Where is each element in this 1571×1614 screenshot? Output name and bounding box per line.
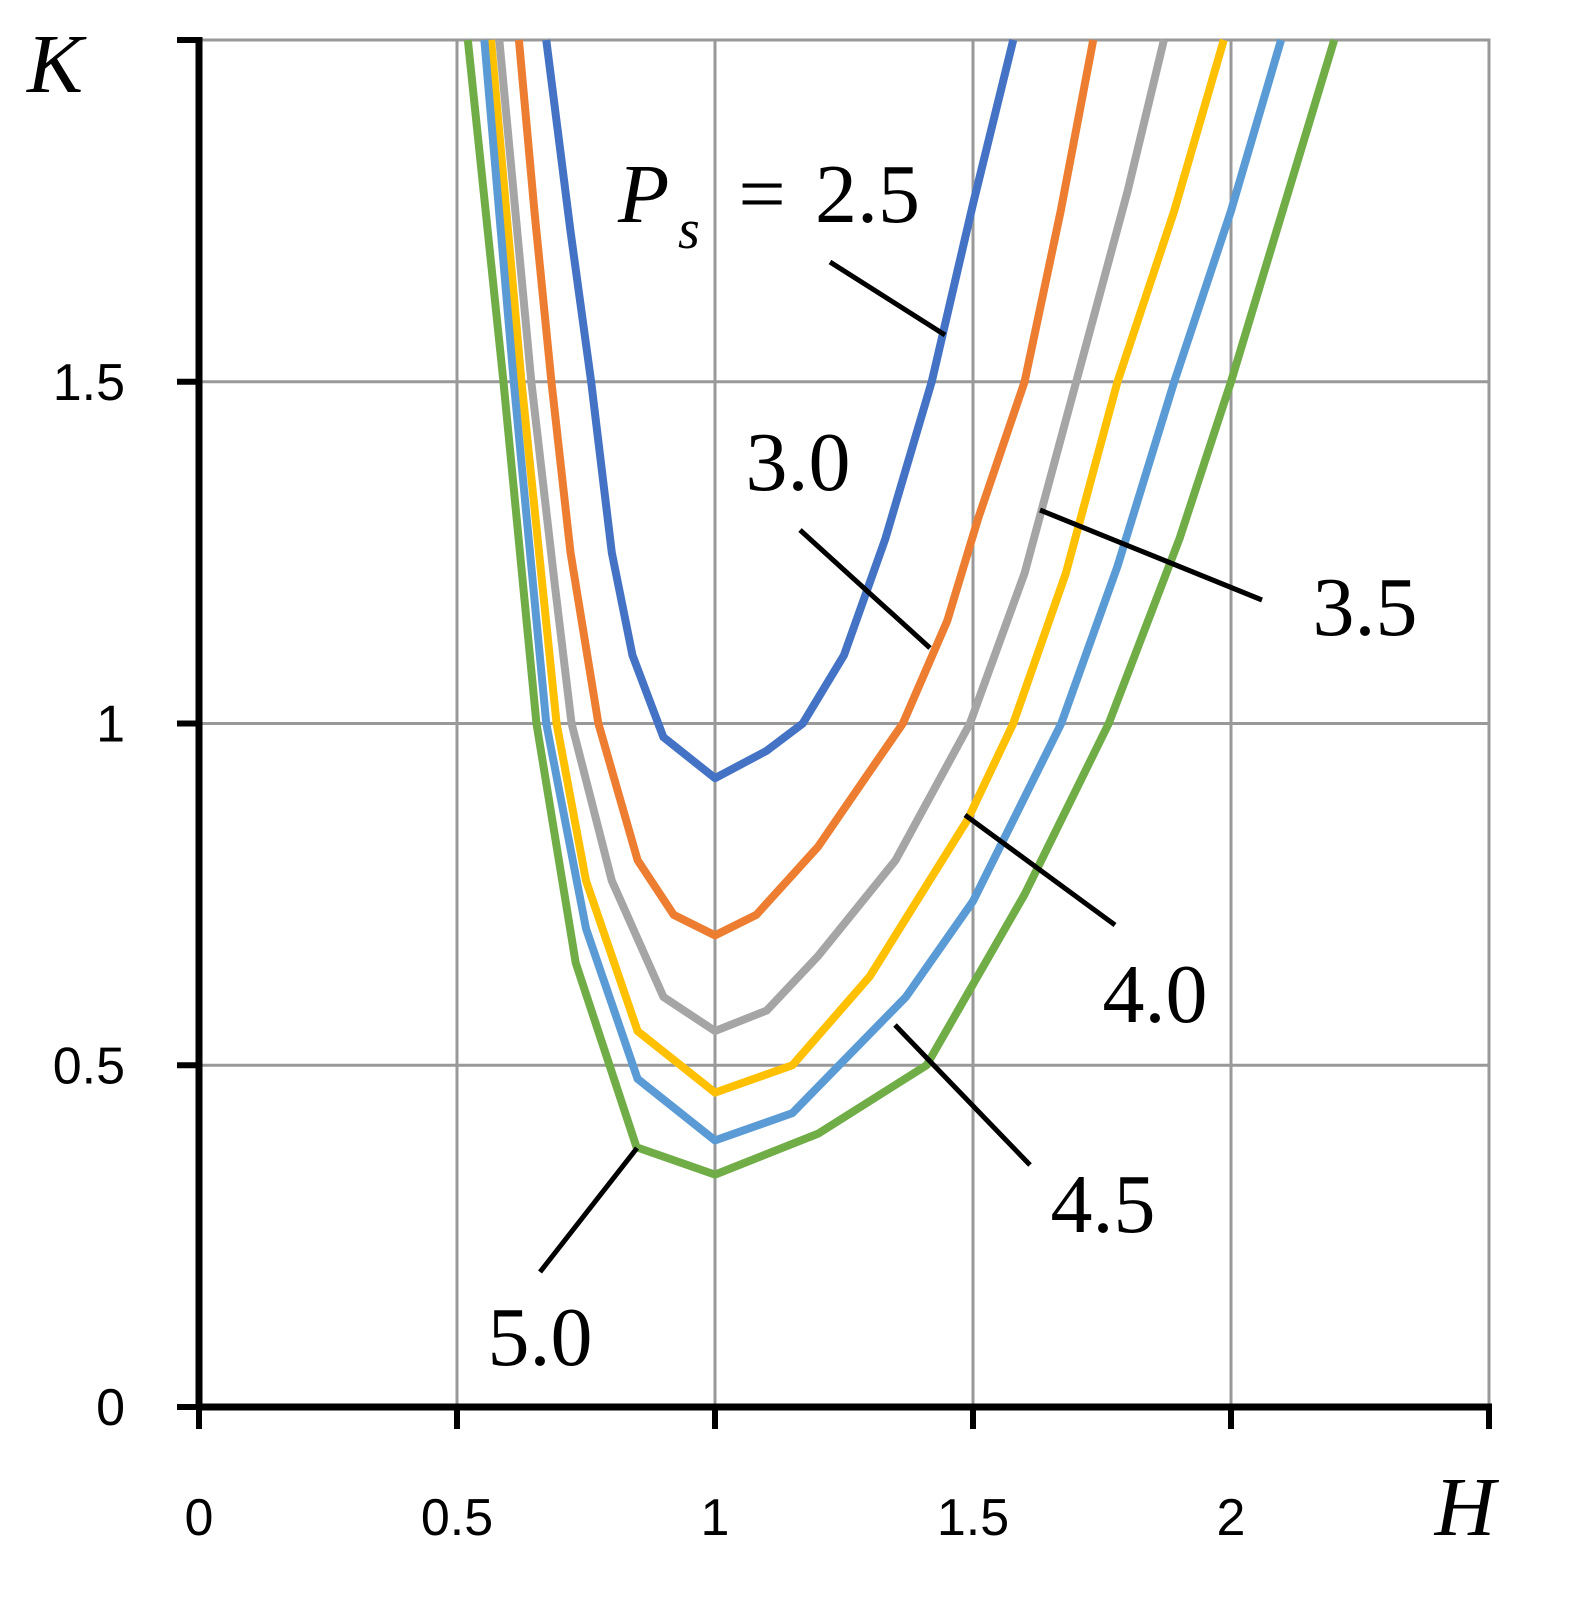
x-tick-label: 1.5 [937,1489,1009,1547]
label-symbol: P [617,148,669,241]
leader-line [538,1146,639,1274]
series-line [487,38,1228,1097]
series-label: 5.0 [488,1291,593,1384]
series-label: 4.5 [1051,1158,1156,1251]
leader-line [798,528,932,650]
x-tick-label: 0 [185,1489,214,1547]
label-subscript: s [678,199,700,261]
series-line [480,38,1285,1145]
series-label: 2.5 [815,148,920,241]
leader-line [1039,507,1263,603]
y-tick-label: 0.5 [53,1037,125,1095]
y-tick-label: 0 [96,1379,125,1437]
x-axis-title: H [1434,1461,1500,1554]
y-tick-label: 1 [96,696,125,754]
leader-line [893,1023,1032,1167]
series-line [514,39,1098,940]
x-tick-label: 2 [1217,1489,1246,1547]
series-label: 4.0 [1103,948,1208,1041]
series-line [463,38,1339,1179]
label-relation: = [738,148,785,241]
y-tick-label: 1.5 [53,354,125,412]
x-tick-label: 0.5 [421,1489,493,1547]
series-label: 3.5 [1313,561,1418,654]
series-line [495,39,1168,1036]
series-line [542,39,1018,783]
series-label: 3.0 [746,416,851,509]
leader-line [828,259,947,338]
y-axis-title: K [26,18,87,111]
x-tick-label: 1 [701,1489,730,1547]
leader-line [963,812,1117,928]
